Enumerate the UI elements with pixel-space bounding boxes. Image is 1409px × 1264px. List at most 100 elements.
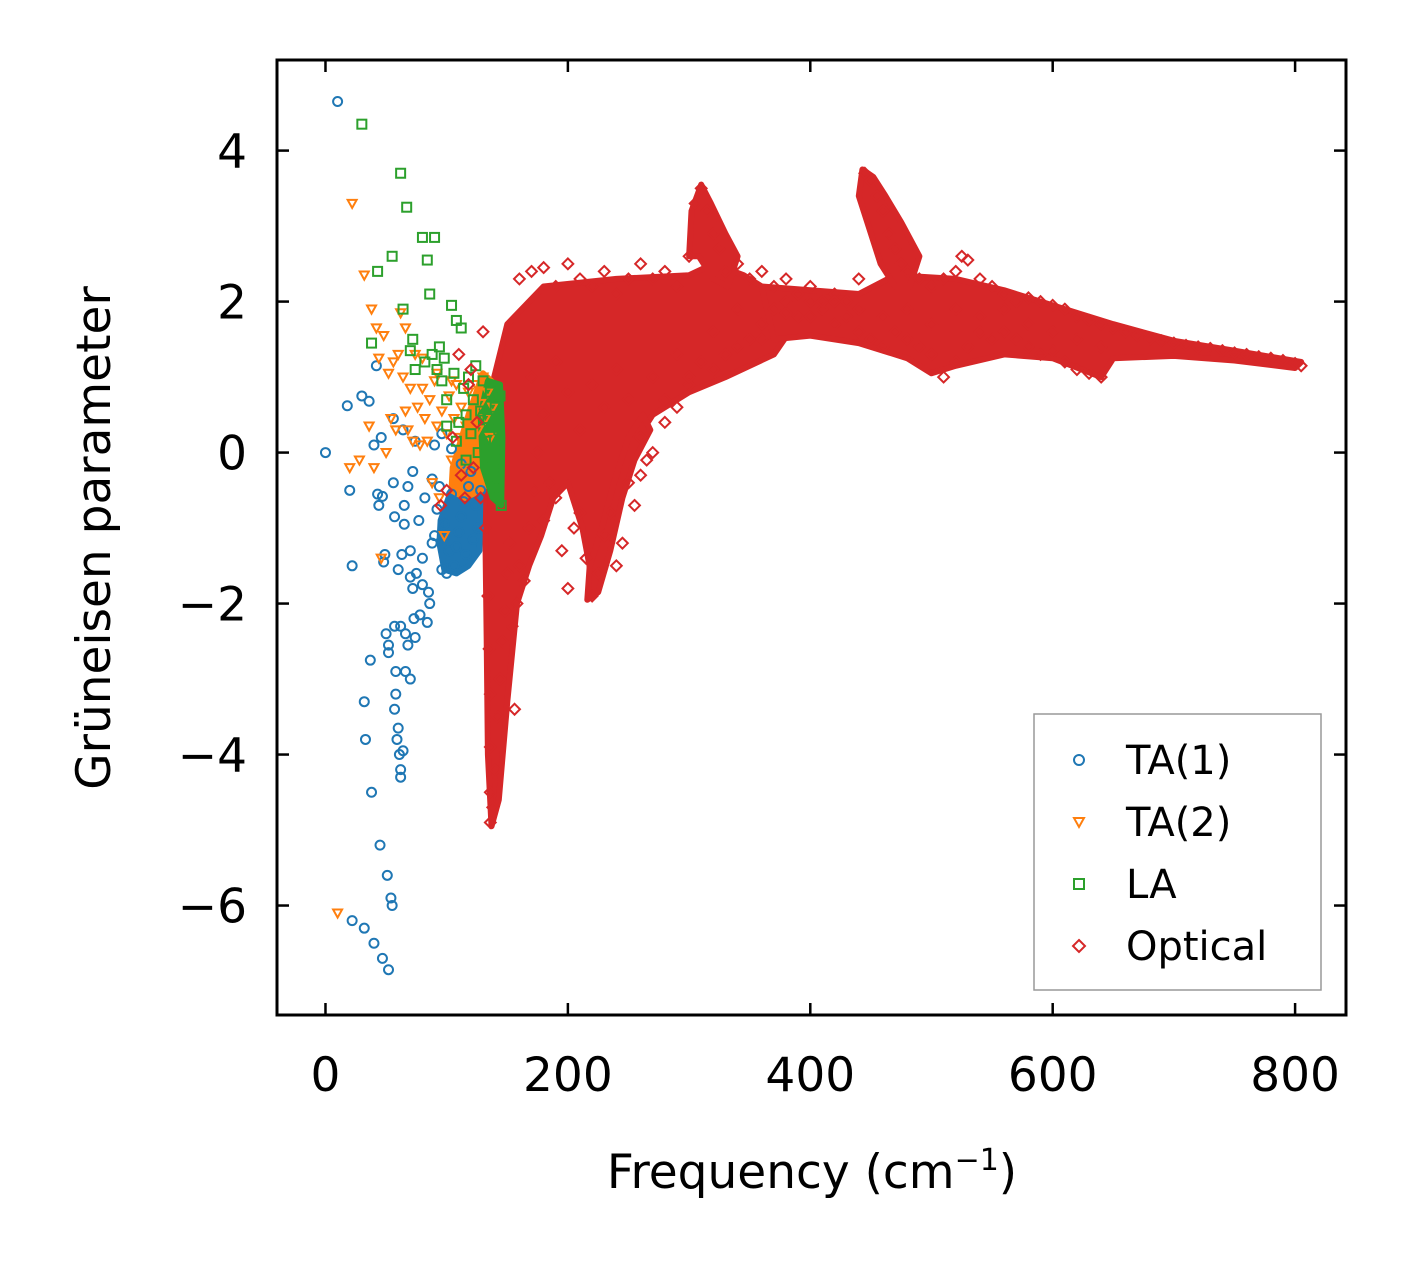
data-point: [1142, 332, 1157, 347]
data-point: [876, 204, 890, 218]
data-point: [445, 455, 458, 467]
data-point: [492, 481, 504, 493]
data-point: [561, 257, 575, 271]
data-point: [718, 264, 733, 279]
data-point: [510, 596, 524, 611]
data-point: [490, 709, 505, 724]
data-point: [448, 367, 460, 379]
data-point: [924, 347, 939, 362]
data-point: [827, 287, 842, 301]
data-point: [1203, 341, 1218, 356]
series-optical: [433, 166, 1308, 830]
data-point: [754, 332, 769, 347]
data-point: [341, 400, 353, 412]
data-point: [379, 447, 393, 460]
data-point: [1239, 347, 1254, 362]
data-point: [500, 566, 515, 581]
data-point: [389, 511, 401, 523]
data-point: [645, 272, 660, 286]
data-point: [548, 491, 563, 505]
data-point: [476, 324, 490, 339]
y-axis-label: Grüneisen parameter: [67, 286, 122, 790]
data-point: [399, 406, 412, 418]
data-point: [345, 198, 359, 210]
data-point: [803, 294, 818, 309]
data-point: [507, 702, 522, 717]
data-point: [1045, 343, 1060, 358]
axis-ticks: 0 200 400 600 800 −6 −4 −2 0 2 4: [178, 60, 1346, 1103]
data-point: [1094, 317, 1108, 332]
data-point: [387, 357, 400, 369]
data-point: [402, 639, 414, 651]
data-point: [561, 385, 575, 399]
data-point: [997, 302, 1012, 316]
data-point: [1033, 347, 1048, 362]
data-point: [404, 673, 416, 685]
data-point: [803, 309, 818, 324]
data-point: [419, 356, 431, 368]
data-point: [399, 323, 412, 335]
data-point: [332, 96, 344, 108]
data-point: [484, 432, 497, 445]
legend-marker: [1072, 817, 1086, 830]
data-point: [395, 764, 407, 776]
data-point: [639, 453, 654, 467]
data-point: [1154, 334, 1169, 348]
data-point: [429, 231, 441, 243]
data-point: [438, 518, 450, 530]
data-point: [398, 499, 410, 511]
data-point: [493, 672, 507, 686]
data-point: [645, 445, 660, 460]
data-point: [467, 533, 479, 545]
data-point: [527, 483, 541, 498]
data-point: [478, 521, 493, 535]
data-point: [1021, 340, 1036, 354]
data-point: [730, 257, 745, 271]
data-point: [383, 647, 395, 659]
data-point: [450, 541, 462, 553]
data-point: [458, 491, 472, 505]
data-point: [779, 272, 793, 286]
data-point: [609, 558, 624, 573]
data-point: [448, 560, 460, 572]
data-point: [494, 390, 506, 402]
data-point: [416, 579, 428, 591]
data-point: [1082, 366, 1096, 381]
legend-marker: [1071, 938, 1087, 954]
data-point: [356, 390, 368, 402]
data-point: [882, 226, 896, 241]
data-point: [365, 304, 378, 316]
data-point: [383, 964, 395, 976]
data-point: [536, 408, 551, 422]
y-tick-label: −4: [178, 729, 247, 784]
data-point: [483, 815, 498, 830]
data-point: [858, 166, 872, 181]
data-point: [712, 241, 727, 256]
x-tick-label: 800: [1250, 1048, 1340, 1103]
data-point: [460, 454, 472, 466]
data-point: [948, 355, 963, 369]
data-point: [900, 332, 915, 347]
data-point: [454, 468, 469, 483]
data-point: [475, 484, 487, 496]
data-point: [389, 425, 402, 437]
data-point: [839, 294, 854, 309]
data-point: [439, 483, 454, 498]
data-point: [555, 543, 569, 558]
data-point: [597, 400, 612, 415]
data-point: [387, 477, 399, 489]
data-point: [645, 370, 660, 384]
data-point: [392, 722, 404, 734]
data-point: [376, 490, 388, 502]
data-point: [670, 347, 684, 362]
data-point: [827, 294, 842, 309]
data-point: [366, 337, 378, 349]
data-point: [386, 250, 398, 262]
data-point: [446, 299, 458, 311]
data-point: [767, 279, 781, 294]
data-point: [633, 257, 648, 271]
data-point: [864, 173, 878, 188]
y-tick-label: −6: [178, 880, 247, 935]
data-point: [426, 348, 438, 360]
data-point: [682, 249, 696, 264]
